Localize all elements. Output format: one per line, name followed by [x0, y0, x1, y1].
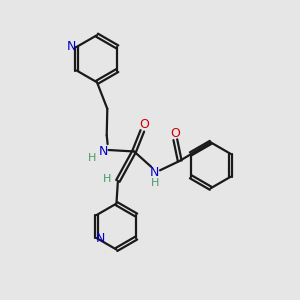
Text: O: O: [139, 118, 149, 131]
Text: H: H: [103, 174, 111, 184]
Text: H: H: [88, 153, 96, 163]
Text: N: N: [150, 166, 159, 179]
Text: N: N: [98, 145, 108, 158]
Text: H: H: [151, 178, 159, 188]
Text: O: O: [170, 127, 180, 140]
Text: N: N: [95, 232, 105, 245]
Text: N: N: [67, 40, 76, 53]
